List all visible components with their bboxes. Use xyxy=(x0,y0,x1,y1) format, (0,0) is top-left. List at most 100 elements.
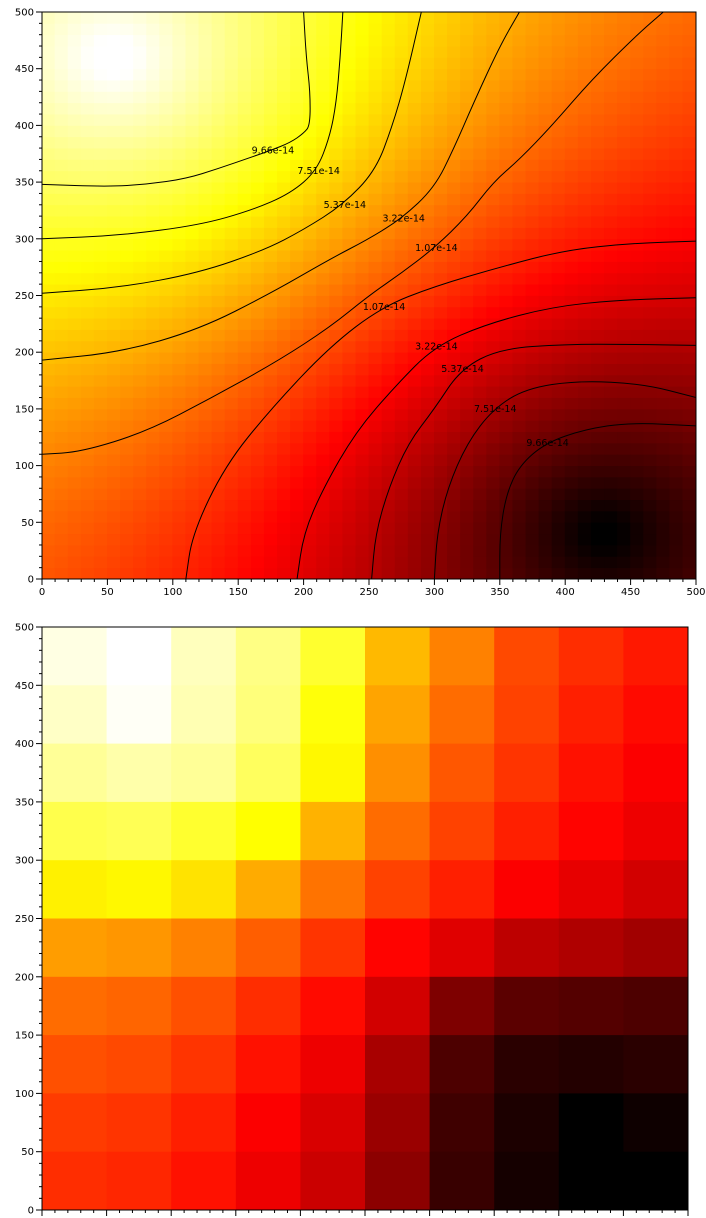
contour-fill-cell xyxy=(342,22,357,36)
contour-fill-cell xyxy=(224,521,239,535)
heatmap-cell xyxy=(494,743,560,803)
contour-fill-cell xyxy=(224,374,239,387)
contour-fill-cell xyxy=(250,555,265,569)
contour-fill-cell xyxy=(381,408,396,421)
contour-fill-cell xyxy=(237,351,252,364)
contour-fill-cell xyxy=(80,125,95,138)
contour-fill-cell xyxy=(499,227,514,240)
contour-fill-cell xyxy=(146,544,161,557)
contour-fill-cell xyxy=(159,102,174,115)
contour-fill-cell xyxy=(93,295,108,308)
contour-fill-cell xyxy=(329,476,344,489)
contour-fill-cell xyxy=(604,442,618,455)
contour-fill-cell xyxy=(525,102,540,115)
contour-fill-cell xyxy=(303,510,318,523)
contour-fill-cell xyxy=(577,442,592,455)
contour-fill-cell xyxy=(316,34,331,47)
contour-fill-cell xyxy=(590,159,605,172)
contour-fill-cell xyxy=(198,465,213,478)
contour-fill-cell xyxy=(237,102,252,115)
contour-fill-cell xyxy=(643,249,658,262)
contour-fill-cell xyxy=(237,363,252,376)
heatmap-cell xyxy=(623,1035,688,1094)
contour-fill-cell xyxy=(80,351,95,364)
contour-fill-cell xyxy=(564,510,579,523)
contour-fill-cell xyxy=(551,295,566,308)
contour-fill-cell xyxy=(617,227,631,240)
contour-fill-cell xyxy=(590,329,605,342)
contour-fill-cell xyxy=(172,102,187,115)
contour-fill-cell xyxy=(224,170,239,183)
contour-fill-cell xyxy=(93,147,108,160)
contour-fill-cell xyxy=(211,170,226,183)
contour-fill-cell xyxy=(512,22,527,36)
contour-fill-cell xyxy=(407,204,422,217)
contour-fill-cell xyxy=(604,249,618,262)
contour-fill-cell xyxy=(407,56,422,70)
contour-fill-cell xyxy=(643,12,658,24)
contour-fill-cell xyxy=(499,567,514,579)
contour-fill-cell xyxy=(93,351,108,364)
contour-fill-cell xyxy=(381,147,396,160)
contour-fill-cell xyxy=(93,453,108,466)
contour-fill-cell xyxy=(617,487,631,501)
contour-label: 9.66e-14 xyxy=(526,438,569,449)
contour-fill-cell xyxy=(263,408,278,421)
contour-fill-cell xyxy=(407,215,422,228)
contour-fill-cell xyxy=(93,431,108,444)
contour-fill-cell xyxy=(316,340,331,353)
contour-fill-cell xyxy=(80,68,95,81)
contour-fill-cell xyxy=(577,147,592,160)
contour-fill-cell xyxy=(133,68,148,81)
contour-fill-cell xyxy=(185,510,200,523)
contour-fill-cell xyxy=(290,510,304,523)
contour-fill-cell xyxy=(224,487,239,501)
contour-fill-cell xyxy=(512,317,527,330)
contour-fill-cell xyxy=(54,79,69,92)
contour-fill-cell xyxy=(656,249,671,262)
contour-fill-cell xyxy=(460,374,475,387)
contour-fill-cell xyxy=(146,45,161,58)
contour-fill-cell xyxy=(499,295,514,308)
contour-fill-cell xyxy=(512,419,527,432)
contour-fill-cell xyxy=(604,125,618,138)
contour-fill-cell xyxy=(669,68,684,81)
contour-fill-cell xyxy=(133,170,148,183)
contour-fill-cell xyxy=(394,22,409,36)
contour-fill-cell xyxy=(316,442,331,455)
contour-fill-cell xyxy=(107,340,121,353)
contour-fill-cell xyxy=(473,533,488,546)
contour-fill-cell xyxy=(682,431,696,444)
contour-fill-cell xyxy=(617,34,631,47)
contour-fill-cell xyxy=(434,193,448,206)
heatmap-cell xyxy=(235,801,301,861)
contour-fill-cell xyxy=(407,113,422,126)
contour-fill-cell xyxy=(447,22,461,36)
contour-fill-cell xyxy=(499,68,514,81)
contour-fill-cell xyxy=(447,215,461,228)
contour-fill-cell xyxy=(460,215,475,228)
contour-fill-cell xyxy=(107,363,121,376)
contour-fill-cell xyxy=(682,283,696,296)
heatmap-cell xyxy=(235,1151,301,1210)
contour-fill-cell xyxy=(473,374,488,387)
contour-fill-cell xyxy=(512,227,527,240)
contour-fill-cell xyxy=(355,521,370,535)
contour-fill-cell xyxy=(237,555,252,569)
contour-fill-cell xyxy=(460,397,475,410)
contour-fill-cell xyxy=(604,465,618,478)
contour-fill-cell xyxy=(355,45,370,58)
contour-fill-cell xyxy=(525,113,540,126)
contour-fill-cell xyxy=(303,521,318,535)
contour-fill-cell xyxy=(54,215,69,228)
contour-fill-cell xyxy=(394,90,409,104)
contour-fill-cell xyxy=(460,170,475,183)
contour-fill-cell xyxy=(577,272,592,285)
contour-fill-cell xyxy=(120,249,134,262)
contour-fill-cell xyxy=(682,521,696,535)
contour-fill-cell xyxy=(198,136,213,149)
contour-fill-cell xyxy=(643,487,658,501)
contour-fill-cell xyxy=(407,238,422,251)
heatmap-cell xyxy=(623,1151,688,1210)
contour-fill-cell xyxy=(407,125,422,138)
